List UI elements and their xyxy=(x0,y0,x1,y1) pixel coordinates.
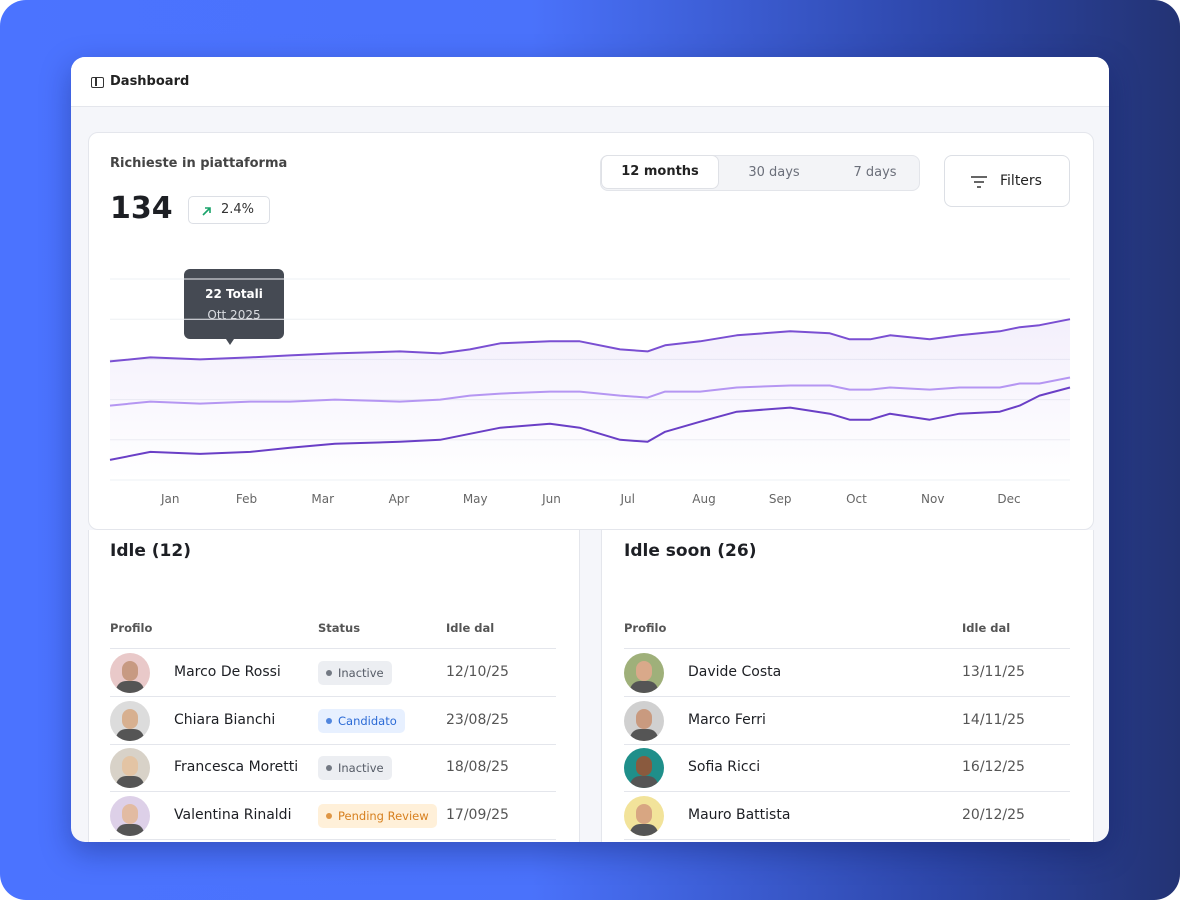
dashboard-card: Dashboard Richieste in piattaforma 134 2… xyxy=(71,57,1109,842)
column-header: Profilo xyxy=(110,621,153,635)
idle-date: 14/11/25 xyxy=(962,711,1025,728)
profile-name: Marco Ferri xyxy=(688,711,766,728)
idle-panel xyxy=(88,530,580,842)
range-tabs: 12 months 30 days 7 days xyxy=(600,155,920,191)
profile-name: Marco De Rossi xyxy=(174,664,281,680)
avatar-body xyxy=(630,681,658,693)
tab[interactable]: 30 days xyxy=(748,165,800,180)
row-line xyxy=(110,743,556,745)
avatar xyxy=(624,796,664,837)
row-line xyxy=(624,696,1070,697)
filters-label: Filters xyxy=(1000,173,1042,189)
column-header: Idle dal xyxy=(962,621,1011,635)
idle-soon-panel xyxy=(601,530,1094,842)
row-line xyxy=(624,791,1070,793)
avatar-body xyxy=(116,728,144,741)
avatar-face xyxy=(122,708,138,729)
avatar-body xyxy=(116,681,144,693)
row-line xyxy=(110,791,556,793)
avatar-face xyxy=(636,804,652,825)
avatar xyxy=(110,796,150,837)
idle-date: 18/08/25 xyxy=(446,759,509,776)
header-title: Dashboard xyxy=(110,74,190,89)
avatar xyxy=(624,748,664,789)
up-arrow xyxy=(202,207,211,216)
row-line xyxy=(624,743,1070,745)
profile-name: Mauro Battista xyxy=(688,807,791,824)
column-header: Idle dal xyxy=(446,621,495,635)
avatar-body xyxy=(630,728,658,741)
profile-name: Chiara Bianchi xyxy=(174,711,276,728)
status-badge: Inactive xyxy=(318,661,392,685)
row-line xyxy=(110,696,556,697)
idle-date: 16/12/25 xyxy=(962,759,1025,776)
row-line xyxy=(110,648,556,649)
avatar-face xyxy=(122,661,138,681)
change-value: 2.4% xyxy=(221,202,255,217)
status-badge: Inactive xyxy=(318,756,392,781)
profile-name: Sofia Ricci xyxy=(688,759,761,776)
header: Dashboard xyxy=(71,57,1109,107)
tab[interactable]: 7 days xyxy=(853,165,897,180)
idle-date: 17/09/25 xyxy=(446,807,509,824)
chart-title: Richieste in piattaforma xyxy=(110,156,288,171)
avatar-body xyxy=(630,776,658,789)
tooltip-title: 22 Totali xyxy=(205,287,263,301)
filter-icon xyxy=(971,176,987,188)
idle-date: 20/12/25 xyxy=(962,807,1025,824)
sidebar-icon[interactable] xyxy=(91,77,104,88)
avatar xyxy=(624,653,664,693)
avatar-face xyxy=(636,708,652,729)
row-line xyxy=(624,839,1070,841)
tooltip-subtitle: Ott 2025 xyxy=(207,308,261,322)
avatar-face xyxy=(636,756,652,777)
total: 134 xyxy=(110,191,173,226)
avatar-body xyxy=(630,824,658,837)
row-line xyxy=(110,839,556,841)
idle-date: 13/11/25 xyxy=(962,664,1025,680)
profile-name: Francesca Moretti xyxy=(174,759,299,776)
avatar xyxy=(110,653,150,693)
status-badge: Candidato xyxy=(318,708,405,733)
column-header: Status xyxy=(318,621,361,635)
avatar xyxy=(624,700,664,741)
profile-name: Valentina Rinaldi xyxy=(174,807,292,824)
table-title: Idle soon (26) xyxy=(624,541,757,561)
avatar-face xyxy=(636,661,652,681)
change-badge: 2.4% xyxy=(188,196,270,224)
row-line xyxy=(624,648,1070,649)
column-header: Profilo xyxy=(624,621,667,635)
idle-date: 12/10/25 xyxy=(446,664,509,680)
profile-name: Davide Costa xyxy=(688,664,782,680)
avatar-body xyxy=(116,824,144,837)
avatar xyxy=(110,700,150,741)
table-title: Idle (12) xyxy=(110,541,191,561)
avatar-face xyxy=(122,804,138,825)
tooltip: 22 Totali Ott 2025 xyxy=(184,269,284,345)
filters-button[interactable]: Filters xyxy=(944,155,1070,207)
tab[interactable]: 12 months xyxy=(601,155,719,189)
idle-date: 23/08/25 xyxy=(446,711,509,728)
avatar-body xyxy=(116,776,144,789)
avatar xyxy=(110,748,150,789)
status-badge: Pending Review xyxy=(318,804,437,829)
avatar-face xyxy=(122,756,138,777)
